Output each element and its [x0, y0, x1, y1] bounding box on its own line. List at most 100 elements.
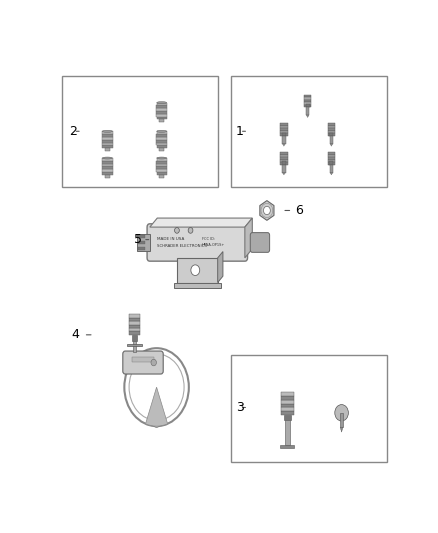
Polygon shape — [283, 144, 285, 146]
Bar — [282, 133, 286, 136]
Bar — [340, 413, 343, 427]
Bar — [231, 76, 387, 187]
Bar — [102, 172, 113, 175]
Bar — [129, 321, 140, 325]
Text: 1: 1 — [236, 125, 244, 138]
Bar — [328, 128, 335, 131]
Bar — [156, 114, 167, 117]
Bar — [328, 126, 335, 128]
Bar — [280, 162, 288, 165]
Bar — [156, 172, 167, 175]
Bar — [281, 392, 294, 396]
Bar — [328, 131, 335, 133]
Bar — [102, 158, 113, 161]
Bar — [231, 356, 387, 462]
Circle shape — [335, 405, 348, 421]
Bar — [159, 119, 164, 123]
Bar — [156, 166, 167, 169]
Bar — [127, 344, 141, 346]
Bar — [280, 157, 288, 159]
Text: 3: 3 — [236, 401, 244, 414]
Text: FCC ID:: FCC ID: — [202, 237, 215, 241]
Bar — [328, 157, 335, 159]
Polygon shape — [283, 173, 285, 175]
Bar — [156, 134, 167, 137]
Bar — [280, 131, 288, 133]
Bar — [102, 161, 113, 164]
FancyBboxPatch shape — [147, 224, 247, 261]
Bar — [281, 400, 294, 403]
Polygon shape — [260, 200, 274, 220]
Bar — [129, 318, 140, 321]
Bar — [280, 128, 288, 131]
Polygon shape — [150, 218, 252, 227]
Polygon shape — [330, 173, 333, 175]
Bar — [156, 140, 167, 142]
Bar — [61, 76, 218, 187]
Bar — [137, 234, 150, 251]
Bar — [102, 137, 113, 140]
Circle shape — [264, 206, 270, 215]
Bar — [306, 104, 310, 107]
Bar — [102, 142, 113, 146]
Bar — [102, 169, 113, 172]
Bar — [328, 124, 335, 126]
Bar — [102, 166, 113, 169]
Bar — [304, 95, 311, 97]
Bar — [102, 131, 113, 134]
Ellipse shape — [157, 102, 166, 103]
Bar — [285, 420, 290, 445]
Bar — [102, 134, 113, 137]
Bar — [156, 158, 167, 161]
Bar — [105, 175, 110, 178]
Bar — [306, 107, 309, 115]
Bar — [281, 407, 294, 411]
Bar — [102, 146, 113, 148]
Polygon shape — [245, 218, 252, 258]
Polygon shape — [306, 115, 309, 117]
Bar — [133, 341, 137, 352]
Ellipse shape — [157, 157, 166, 159]
Circle shape — [188, 228, 193, 233]
Text: HPNA-OP1S+: HPNA-OP1S+ — [202, 243, 225, 247]
Bar — [156, 106, 167, 108]
Text: MADE IN USA: MADE IN USA — [157, 237, 185, 241]
Bar — [281, 411, 294, 415]
Bar — [281, 396, 294, 400]
Bar — [280, 133, 288, 136]
Bar — [156, 103, 167, 106]
Bar — [280, 152, 288, 155]
Bar — [156, 169, 167, 172]
Bar — [102, 140, 113, 142]
Bar — [102, 164, 113, 166]
Bar — [173, 282, 221, 288]
Bar — [330, 165, 333, 173]
Bar — [105, 148, 110, 151]
Bar — [280, 155, 288, 157]
Bar — [156, 146, 167, 148]
Text: 5: 5 — [134, 233, 142, 246]
Circle shape — [191, 265, 200, 276]
Bar — [132, 335, 137, 341]
Bar — [156, 108, 167, 111]
Circle shape — [175, 228, 179, 233]
Bar — [328, 159, 335, 162]
Bar — [328, 162, 335, 165]
Bar — [156, 161, 167, 164]
Bar — [129, 328, 140, 332]
Text: 2: 2 — [70, 125, 78, 138]
Bar — [159, 175, 164, 178]
Ellipse shape — [102, 157, 112, 159]
Bar — [156, 117, 167, 119]
Bar — [129, 325, 140, 328]
Bar — [156, 137, 167, 140]
Bar — [138, 241, 145, 244]
Bar — [280, 445, 294, 448]
Bar — [282, 136, 286, 144]
Bar — [304, 104, 311, 107]
Text: 6: 6 — [295, 204, 303, 217]
Bar — [328, 133, 335, 136]
Bar — [156, 111, 167, 114]
Bar — [156, 142, 167, 146]
Polygon shape — [218, 252, 223, 282]
